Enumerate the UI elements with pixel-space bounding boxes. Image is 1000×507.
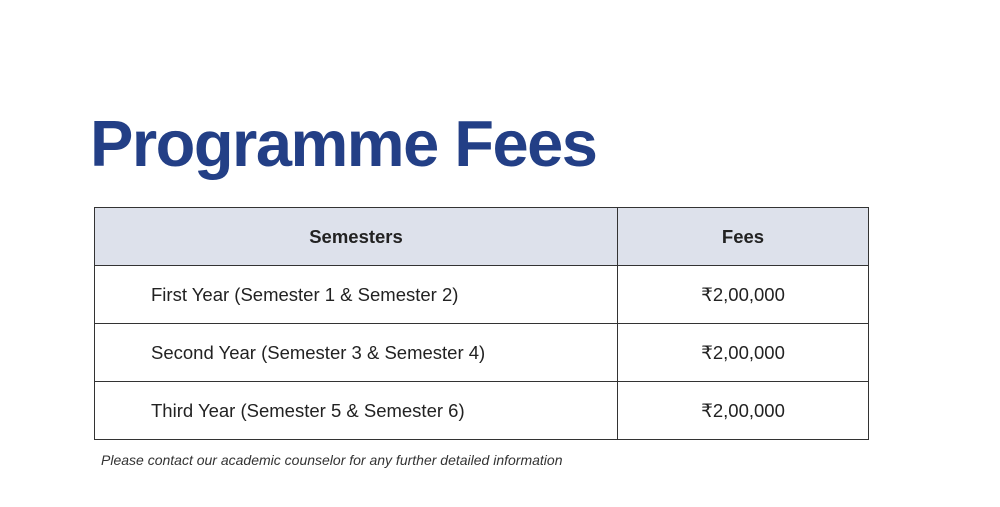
page-title: Programme Fees [90, 107, 598, 180]
table-row: Third Year (Semester 5 & Semester 6) ₹2,… [94, 381, 869, 440]
semester-cell: Second Year (Semester 3 & Semester 4) [94, 323, 618, 382]
header-fees: Fees [617, 207, 869, 266]
footnote: Please contact our academic counselor fo… [101, 452, 563, 468]
fee-cell: ₹2,00,000 [617, 323, 869, 382]
fee-cell: ₹2,00,000 [617, 381, 869, 440]
semester-cell: Third Year (Semester 5 & Semester 6) [94, 381, 618, 440]
table-row: First Year (Semester 1 & Semester 2) ₹2,… [94, 265, 869, 324]
header-semesters: Semesters [94, 207, 618, 266]
table-header-row: Semesters Fees [94, 207, 869, 266]
fee-cell: ₹2,00,000 [617, 265, 869, 324]
fees-table: Semesters Fees First Year (Semester 1 & … [94, 207, 869, 440]
table-row: Second Year (Semester 3 & Semester 4) ₹2… [94, 323, 869, 382]
semester-cell: First Year (Semester 1 & Semester 2) [94, 265, 618, 324]
